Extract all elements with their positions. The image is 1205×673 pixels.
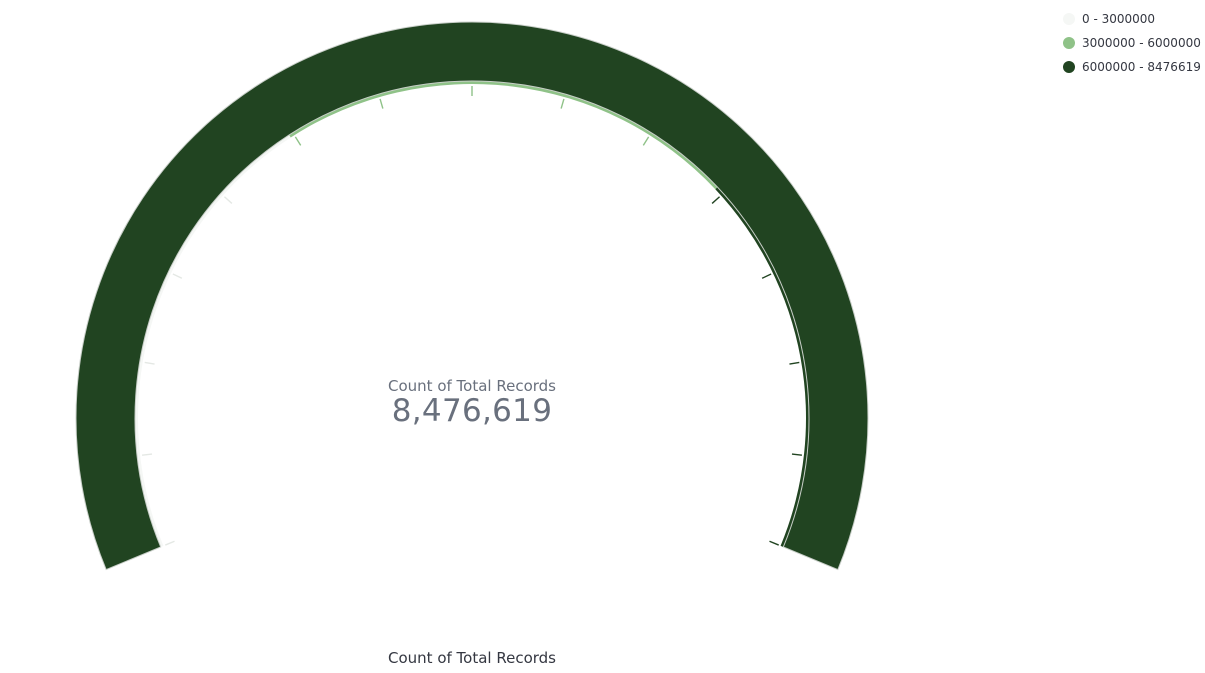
legend: 0 - 3000000 3000000 - 6000000 6000000 - … bbox=[1063, 7, 1203, 79]
gauge-tick bbox=[379, 98, 384, 109]
chart-title: Count of Total Records bbox=[388, 649, 556, 667]
legend-color-dot bbox=[1063, 13, 1075, 25]
gauge-tick bbox=[144, 361, 155, 365]
gauge-value-arc bbox=[75, 21, 869, 571]
legend-color-dot bbox=[1063, 61, 1075, 73]
gauge-tick bbox=[789, 361, 800, 365]
legend-item-band-2[interactable]: 6000000 - 8476619 bbox=[1063, 55, 1203, 79]
gauge-tick bbox=[791, 453, 802, 456]
gauge-tick bbox=[223, 196, 233, 204]
legend-label: 3000000 - 6000000 bbox=[1082, 36, 1201, 50]
legend-label: 0 - 3000000 bbox=[1082, 12, 1156, 26]
legend-label: 6000000 - 8476619 bbox=[1082, 60, 1201, 74]
legend-item-band-1[interactable]: 3000000 - 6000000 bbox=[1063, 31, 1203, 55]
gauge-value: 8,476,619 bbox=[391, 393, 553, 429]
gauge-tick bbox=[769, 540, 779, 546]
gauge-tick bbox=[560, 98, 565, 109]
gauge-tick bbox=[142, 453, 153, 456]
gauge-tick bbox=[761, 273, 772, 279]
gauge-tick bbox=[172, 273, 183, 279]
legend-item-band-0[interactable]: 0 - 3000000 bbox=[1063, 7, 1203, 31]
gauge-tick bbox=[642, 136, 650, 146]
gauge-value-arc-layer bbox=[75, 21, 869, 571]
gauge-metric-label: Count of Total Records bbox=[388, 377, 556, 395]
gauge-tick bbox=[711, 196, 721, 204]
gauge-tick bbox=[294, 136, 302, 146]
gauge-tick bbox=[165, 540, 175, 546]
legend-color-dot bbox=[1063, 37, 1075, 49]
gauge-ticks bbox=[142, 86, 802, 546]
